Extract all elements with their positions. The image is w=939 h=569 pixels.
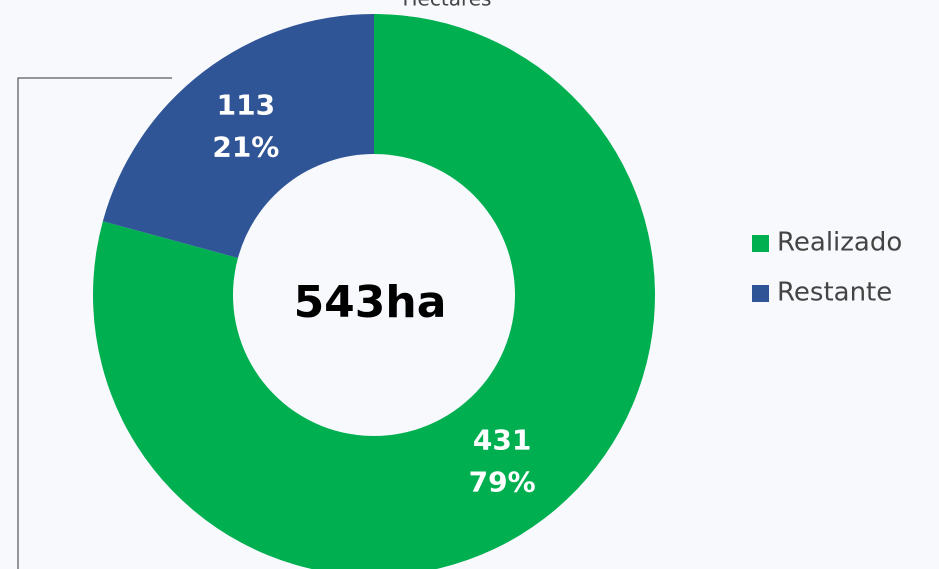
wedge	[93, 14, 655, 569]
legend-swatch	[752, 285, 769, 302]
legend-label: Restante	[777, 278, 892, 308]
legend-swatch	[752, 235, 769, 252]
center-label: 543ha	[294, 277, 447, 328]
bracket	[17, 77, 172, 569]
value-label: 113	[217, 88, 275, 121]
wedge	[102, 14, 374, 258]
percentage-label: 21%	[212, 130, 279, 163]
value-label: 431	[473, 424, 531, 457]
legend-label: Realizado	[777, 228, 902, 258]
percentage-label: 79%	[469, 466, 536, 499]
chart-title: Hectares	[403, 0, 492, 11]
